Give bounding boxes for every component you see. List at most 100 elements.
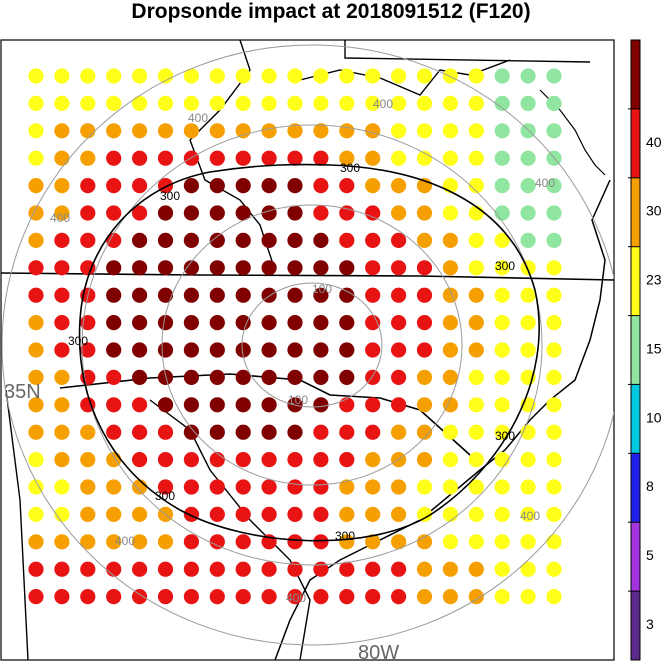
contour-label-gray: 400 — [115, 534, 135, 548]
impact-dot — [157, 369, 174, 385]
impact-dot — [365, 534, 381, 550]
distance-ring — [81, 124, 543, 566]
colorbar-segment — [631, 591, 640, 661]
impact-dot — [157, 534, 174, 550]
impact-dot — [80, 452, 96, 468]
colorbar-segment — [631, 40, 640, 110]
impact-dot — [80, 479, 96, 495]
impact-dot — [54, 424, 70, 440]
impact-dot — [339, 232, 355, 248]
impact-dot — [546, 178, 562, 194]
impact-dot — [80, 95, 96, 111]
impact-dot — [520, 95, 536, 111]
impact-dot — [261, 123, 277, 139]
colorbar-tick-label: 8 — [646, 478, 654, 494]
impact-dot — [235, 95, 251, 111]
impact-dot — [391, 232, 407, 248]
impact-dot — [261, 205, 277, 221]
impact-dot — [468, 424, 484, 440]
impact-dot — [157, 150, 174, 166]
impact-dot — [106, 287, 122, 303]
impact-dot — [28, 424, 44, 440]
impact-dot — [468, 68, 484, 84]
contour-label-black: 300 — [340, 161, 360, 175]
impact-dot — [391, 260, 407, 276]
impact-dot — [416, 68, 433, 84]
impact-dot — [391, 123, 407, 139]
impact-dot — [235, 452, 251, 468]
impact-dot — [183, 479, 199, 495]
impact-dot — [494, 178, 510, 194]
impact-dot — [313, 123, 329, 139]
impact-dot — [520, 287, 536, 303]
colorbar-segment — [631, 384, 640, 454]
impact-dot — [235, 561, 251, 577]
impact-dot — [287, 178, 303, 194]
impact-dot — [365, 123, 381, 139]
impact-dot — [546, 287, 562, 303]
impact-dot — [209, 232, 225, 248]
impact-dot — [494, 205, 510, 221]
impact-dot — [80, 232, 96, 248]
colorbar-segment — [631, 177, 640, 248]
impact-dot — [339, 506, 355, 522]
impact-dot — [235, 123, 251, 139]
impact-dot — [442, 369, 458, 385]
impact-dot — [313, 369, 329, 385]
colorbar-tick-label: 30 — [646, 203, 662, 219]
impact-dot — [339, 342, 355, 358]
impact-dot — [339, 287, 355, 303]
impact-dot — [313, 506, 329, 522]
impact-dot — [132, 287, 148, 303]
impact-dot — [442, 424, 458, 440]
impact-dot — [442, 506, 458, 522]
impact-dot — [468, 506, 484, 522]
impact-dot — [54, 479, 70, 495]
impact-dot — [209, 150, 225, 166]
contour-label-gray: 100 — [288, 393, 308, 407]
impact-dot — [80, 534, 96, 550]
impact-dot — [106, 232, 122, 248]
chart-title: Dropsonde impact at 2018091512 (F120) — [131, 0, 531, 23]
impact-dot — [442, 150, 458, 166]
impact-dot — [416, 589, 433, 605]
impact-dot — [442, 342, 458, 358]
impact-dot — [28, 534, 44, 550]
impact-dot — [287, 123, 303, 139]
impact-dot — [132, 315, 148, 331]
impact-dot — [391, 369, 407, 385]
impact-dot — [442, 315, 458, 331]
impact-dot — [209, 452, 225, 468]
impact-dot — [28, 68, 44, 84]
impact-dot — [183, 397, 199, 413]
impact-dot — [106, 260, 122, 276]
impact-dot — [442, 232, 458, 248]
impact-dot — [183, 287, 199, 303]
impact-dot — [261, 95, 277, 111]
impact-dot — [520, 452, 536, 468]
impact-dot — [28, 260, 44, 276]
contour-label-black: 300 — [155, 489, 175, 503]
impact-dot — [391, 534, 407, 550]
impact-dot — [494, 315, 510, 331]
impact-dot — [339, 68, 355, 84]
impact-dot — [183, 369, 199, 385]
impact-dot — [313, 178, 329, 194]
impact-dot — [494, 68, 510, 84]
impact-dot — [339, 150, 355, 166]
map-layer: 300 300 300 300 300 300 300 100 100 400 400 400 400 4… — [1, 40, 614, 660]
impact-dot — [313, 561, 329, 577]
impact-dot — [468, 534, 484, 550]
impact-dot — [54, 260, 70, 276]
impact-dot — [235, 232, 251, 248]
impact-dot — [157, 424, 174, 440]
impact-dot — [468, 95, 484, 111]
impact-dot — [106, 534, 122, 550]
impact-dot — [468, 342, 484, 358]
impact-dot — [442, 561, 458, 577]
colorbar-tick-label: 5 — [646, 547, 654, 563]
impact-dot — [106, 95, 122, 111]
impact-dot — [106, 315, 122, 331]
impact-dot — [416, 424, 433, 440]
impact-dot — [106, 150, 122, 166]
